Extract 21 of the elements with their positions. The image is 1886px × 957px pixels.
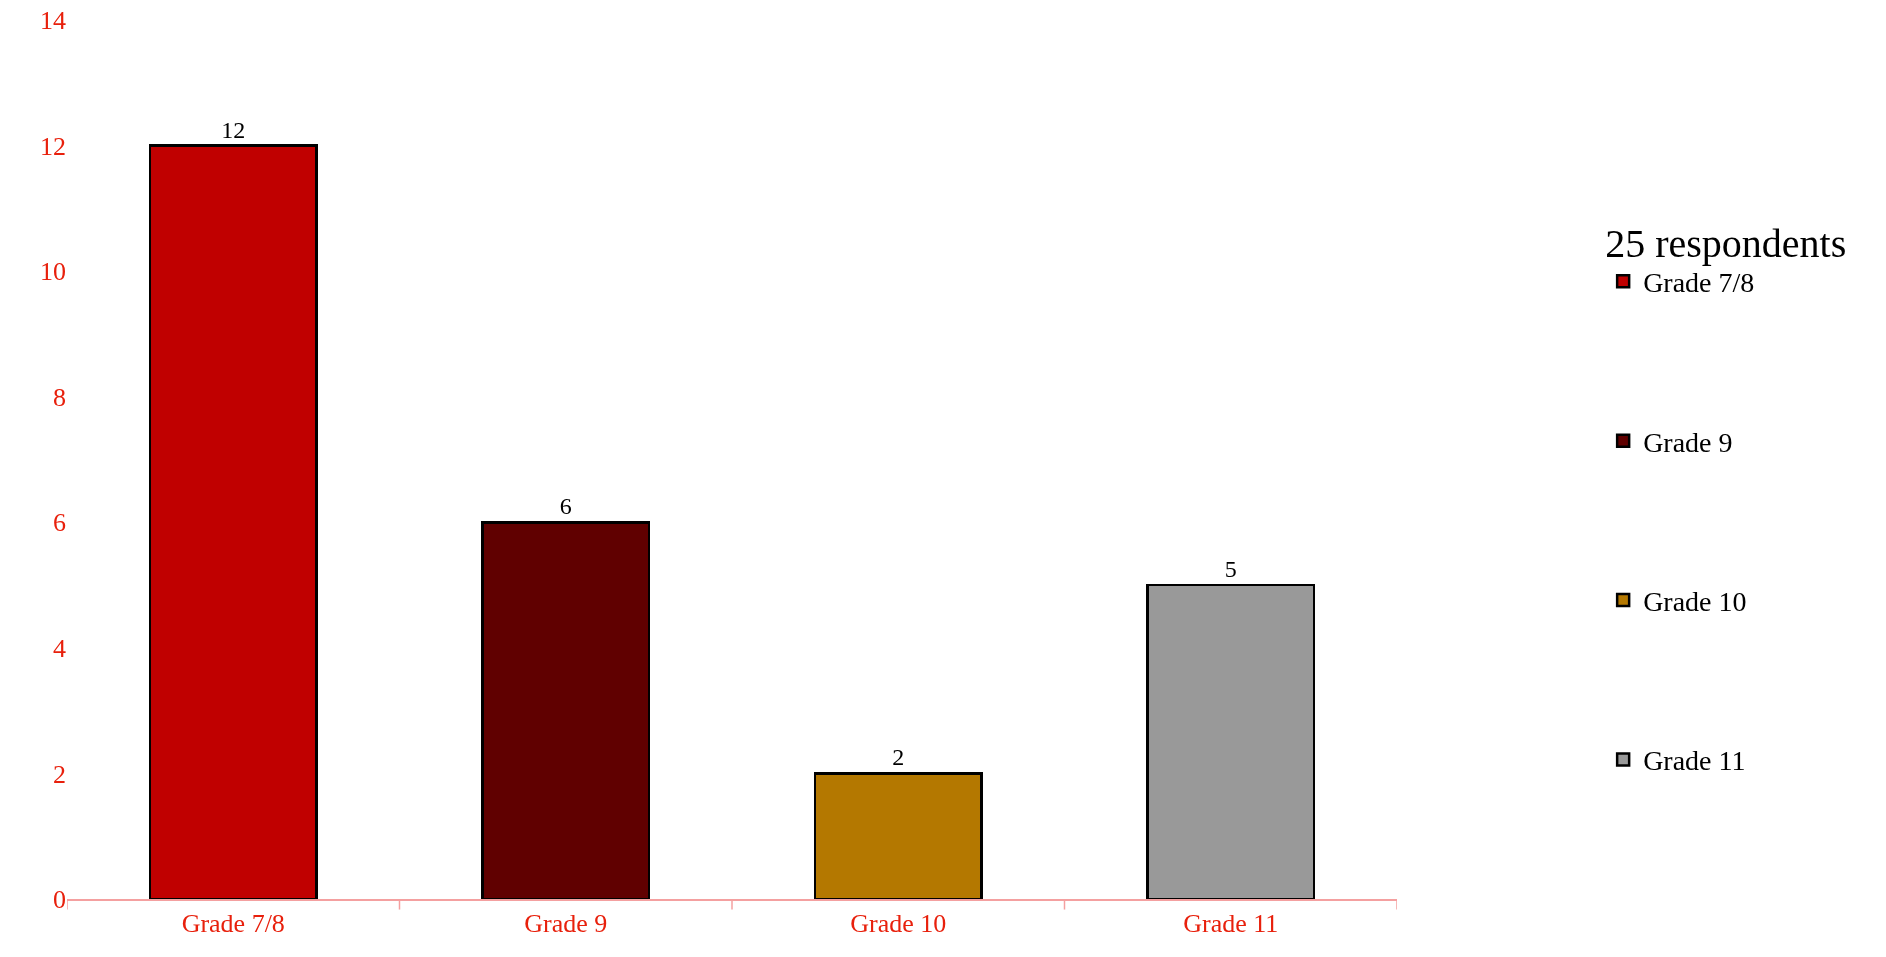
y-tick-label: 12 bbox=[40, 131, 66, 161]
y-tick-label: 8 bbox=[53, 382, 66, 412]
y-tick-label: 2 bbox=[53, 759, 66, 789]
y-tick-label: 6 bbox=[53, 508, 66, 538]
data-label: 12 bbox=[221, 116, 246, 143]
y-tick-label: 10 bbox=[40, 257, 66, 287]
y-tick-label: 4 bbox=[53, 633, 66, 663]
x-tick-label: Grade 10 bbox=[850, 908, 947, 938]
legend-label: Grade 9 bbox=[1643, 426, 1733, 458]
x-tick-label: Grade 7/8 bbox=[181, 908, 285, 938]
data-label: 2 bbox=[892, 744, 905, 771]
data-label: 5 bbox=[1224, 556, 1237, 583]
y-tick-label: 14 bbox=[40, 6, 66, 36]
y-tick-label: 0 bbox=[53, 885, 66, 915]
legend-title: 25 respondents bbox=[1605, 220, 1847, 266]
legend-label: Grade 10 bbox=[1643, 586, 1747, 618]
x-tick-label: Grade 11 bbox=[1183, 908, 1279, 938]
data-label: 6 bbox=[559, 493, 572, 520]
legend-label: Grade 11 bbox=[1643, 745, 1746, 777]
legend-label: Grade 7/8 bbox=[1643, 267, 1755, 299]
x-tick-label: Grade 9 bbox=[524, 908, 608, 938]
